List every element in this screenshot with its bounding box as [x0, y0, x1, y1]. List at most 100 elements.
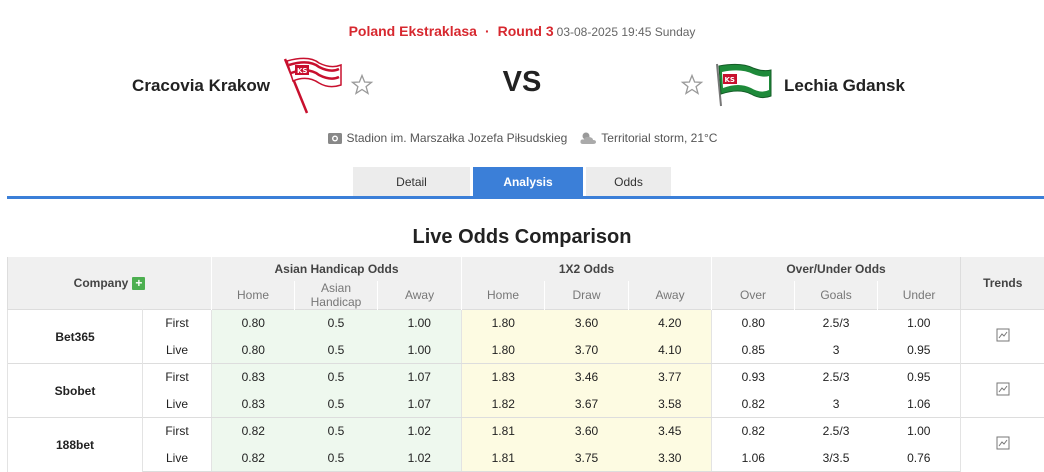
plus-icon[interactable]: +	[132, 277, 146, 291]
away-team-logo[interactable]: KS	[713, 62, 773, 108]
chart-icon[interactable]	[996, 436, 1010, 450]
partly-cloudy-icon	[580, 132, 597, 144]
match-info: Stadion im. Marszałka Jozefa Piłsudskieg…	[0, 130, 1044, 145]
odds-cell[interactable]: 3	[794, 336, 878, 364]
odds-cell[interactable]: 3.46	[544, 363, 629, 391]
trend-cell[interactable]	[960, 363, 1044, 418]
odds-cell[interactable]: 1.00	[377, 336, 463, 364]
odds-type: First	[142, 417, 212, 445]
subheader: Asian Handicap	[294, 281, 378, 310]
table-row: Live 0.83 0.5 1.07 1.82 3.67 3.58 0.82 3…	[8, 390, 1044, 418]
odds-cell[interactable]: 1.06	[877, 390, 961, 418]
odds-cell[interactable]: 1.07	[377, 390, 463, 418]
chart-icon[interactable]	[996, 382, 1010, 396]
odds-cell[interactable]: 1.00	[377, 309, 463, 337]
chart-icon[interactable]	[996, 328, 1010, 342]
odds-cell[interactable]: 3.70	[544, 336, 629, 364]
odds-cell[interactable]: 3/3.5	[794, 444, 878, 472]
odds-cell[interactable]: 1.00	[877, 309, 961, 337]
odds-cell[interactable]: 2.5/3	[794, 309, 878, 337]
subheader: Away	[628, 281, 712, 310]
match-header: Poland Ekstraklasa · Round 3 03-08-2025 19:…	[0, 23, 1044, 39]
odds-cell[interactable]: 4.10	[628, 336, 713, 364]
odds-cell[interactable]: 1.00	[877, 417, 961, 445]
tab-odds[interactable]: Odds	[586, 167, 671, 197]
trend-cell[interactable]	[960, 309, 1044, 364]
odds-body: Bet365 First 0.80 0.5 1.00 1.80 3.60 4.2…	[7, 309, 1044, 472]
weather-text: Territorial storm, 21°C	[601, 130, 718, 145]
odds-cell[interactable]: 3.77	[628, 363, 713, 391]
odds-cell[interactable]: 3.75	[544, 444, 629, 472]
subheader: Away	[376, 281, 462, 310]
subheader: Under	[877, 281, 961, 310]
odds-cell[interactable]: 1.80	[461, 336, 545, 364]
odds-type: Live	[142, 390, 212, 418]
odds-cell[interactable]: 0.85	[711, 336, 795, 364]
odds-cell[interactable]: 0.76	[877, 444, 961, 472]
odds-cell[interactable]: 2.5/3	[794, 417, 878, 445]
company-name[interactable]: Sbobet	[7, 363, 143, 418]
odds-cell[interactable]: 3.67	[544, 390, 629, 418]
trends-header: Trends	[960, 257, 1044, 310]
league-name[interactable]: Poland Ekstraklasa	[348, 23, 477, 39]
odds-type: First	[142, 363, 212, 391]
odds-cell[interactable]: 0.5	[294, 390, 378, 418]
odds-cell[interactable]: 0.82	[711, 390, 795, 418]
table-row: Live 0.80 0.5 1.00 1.80 3.70 4.10 0.85 3…	[8, 336, 1044, 364]
round-label[interactable]: Round 3	[497, 23, 554, 39]
odds-cell[interactable]: 3.45	[628, 417, 713, 445]
company-header: Company +	[7, 257, 212, 310]
odds-cell[interactable]: 0.5	[294, 309, 378, 337]
away-favorite-star-icon[interactable]	[680, 73, 704, 97]
odds-cell[interactable]: 0.5	[294, 444, 378, 472]
1x2-header: 1X2 Odds	[461, 257, 712, 281]
table-row: 188bet First 0.82 0.5 1.02 1.81 3.60 3.4…	[7, 417, 1044, 472]
section-title: Live Odds Comparison	[412, 226, 632, 248]
odds-cell[interactable]: 0.82	[211, 417, 295, 445]
odds-cell[interactable]: 0.82	[211, 444, 295, 472]
company-name[interactable]: 188bet	[7, 417, 143, 472]
odds-cell[interactable]: 0.80	[711, 309, 795, 337]
odds-cell[interactable]: 3.60	[544, 309, 629, 337]
home-favorite-star-icon[interactable]	[350, 73, 374, 97]
odds-cell[interactable]: 1.83	[461, 363, 545, 391]
tab-detail[interactable]: Detail	[353, 167, 470, 197]
home-team-logo[interactable]: KS	[279, 55, 343, 115]
odds-cell[interactable]: 1.82	[461, 390, 545, 418]
odds-cell[interactable]: 0.95	[877, 336, 961, 364]
table-row: Live 0.82 0.5 1.02 1.81 3.75 3.30 1.06 3…	[8, 444, 1044, 472]
subheader: Over	[711, 281, 795, 310]
odds-cell[interactable]: 0.80	[211, 309, 295, 337]
odds-cell[interactable]: 1.02	[377, 417, 463, 445]
odds-cell[interactable]: 0.93	[711, 363, 795, 391]
odds-cell[interactable]: 1.81	[461, 417, 545, 445]
odds-cell[interactable]: 0.5	[294, 363, 378, 391]
away-team-name[interactable]: Lechia Gdansk	[784, 76, 905, 95]
home-team-name[interactable]: Cracovia Krakow	[132, 76, 270, 95]
odds-cell[interactable]: 3.60	[544, 417, 629, 445]
tab-analysis[interactable]: Analysis	[473, 167, 583, 197]
odds-cell[interactable]: 3	[794, 390, 878, 418]
odds-cell[interactable]: 2.5/3	[794, 363, 878, 391]
odds-cell[interactable]: 4.20	[628, 309, 713, 337]
odds-cell[interactable]: 0.83	[211, 363, 295, 391]
subheader: Goals	[794, 281, 878, 310]
odds-cell[interactable]: 0.83	[211, 390, 295, 418]
over-under-header: Over/Under Odds	[711, 257, 961, 281]
odds-cell[interactable]: 1.80	[461, 309, 545, 337]
odds-cell[interactable]: 3.30	[628, 444, 713, 472]
odds-cell[interactable]: 3.58	[628, 390, 713, 418]
odds-cell[interactable]: 1.06	[711, 444, 795, 472]
odds-cell[interactable]: 0.82	[711, 417, 795, 445]
trend-cell[interactable]	[960, 417, 1044, 472]
subheader: Draw	[544, 281, 629, 310]
odds-cell[interactable]: 0.80	[211, 336, 295, 364]
odds-cell[interactable]: 1.81	[461, 444, 545, 472]
odds-cell[interactable]: 0.5	[294, 417, 378, 445]
odds-cell[interactable]: 0.5	[294, 336, 378, 364]
company-name[interactable]: Bet365	[7, 309, 143, 364]
odds-type: Live	[142, 336, 212, 364]
odds-cell[interactable]: 1.07	[377, 363, 463, 391]
odds-cell[interactable]: 0.95	[877, 363, 961, 391]
odds-cell[interactable]: 1.02	[377, 444, 463, 472]
